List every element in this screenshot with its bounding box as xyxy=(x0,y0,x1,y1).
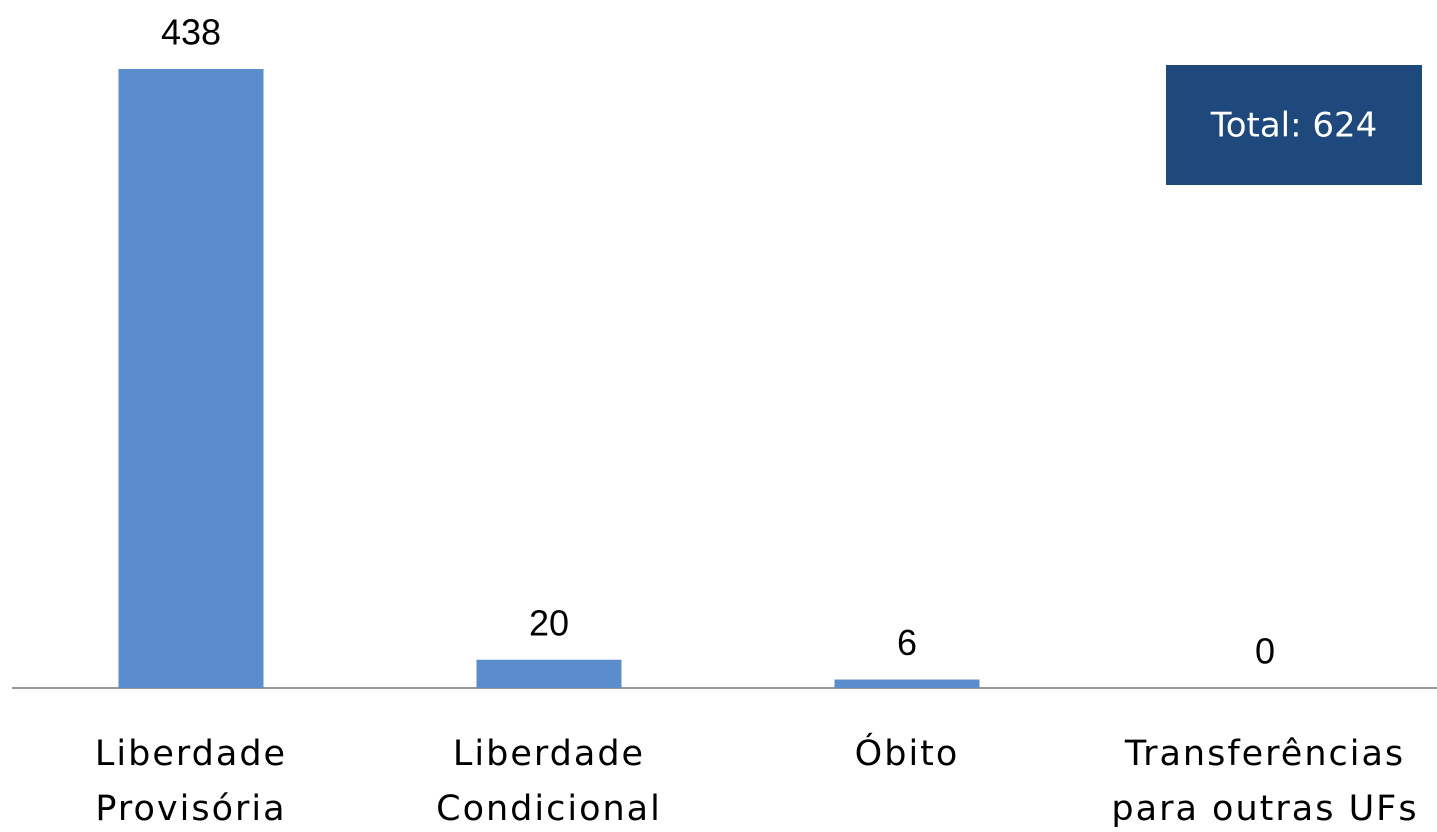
x-tick-label: Condicional xyxy=(436,789,662,829)
x-tick-label: Liberdade xyxy=(453,734,645,774)
total-annotation: Total: 624 xyxy=(1210,106,1378,146)
x-tick-label: Provisória xyxy=(95,789,286,829)
x-tick-label: para outras UFs xyxy=(1111,789,1418,829)
value-label: 20 xyxy=(529,602,569,643)
value-label: 6 xyxy=(897,622,917,663)
x-tick-label: Transferências xyxy=(1124,734,1405,774)
x-tick-label: Liberdade xyxy=(95,734,287,774)
value-label: 0 xyxy=(1255,631,1275,672)
total-box xyxy=(1166,65,1422,185)
bar xyxy=(476,659,622,688)
value-label: 438 xyxy=(161,12,221,53)
x-tick-label: Óbito xyxy=(855,732,960,774)
bar xyxy=(118,69,264,688)
bar xyxy=(834,679,980,688)
